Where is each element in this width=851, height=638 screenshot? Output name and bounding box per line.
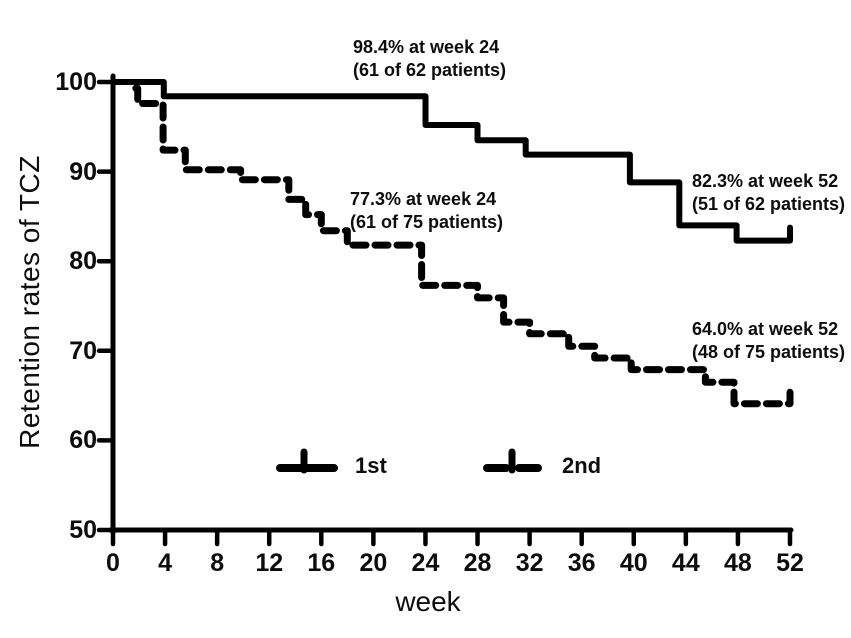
annotation-line: 77.3% at week 24 xyxy=(350,189,497,209)
x-tick-label: 52 xyxy=(776,549,804,577)
legend-label-2nd: 2nd xyxy=(562,453,602,478)
annotation-82-3-week52: 82.3% at week 52 (51 of 62 patients) xyxy=(692,170,845,216)
y-tick-label: 60 xyxy=(69,426,97,455)
annotation-line: 82.3% at week 52 xyxy=(692,171,839,191)
annotation-64-0-week52: 64.0% at week 52 (48 of 75 patients) xyxy=(692,318,845,364)
y-tick-label: 90 xyxy=(69,157,97,186)
x-tick-label: 28 xyxy=(463,549,492,577)
annotation-line: (61 of 75 patients) xyxy=(350,212,504,232)
x-tick-label: 20 xyxy=(359,549,388,577)
series-curve-2nd xyxy=(132,84,794,408)
annotation-line: 64.0% at week 52 xyxy=(692,319,839,339)
y-tick-label: 70 xyxy=(69,336,97,365)
x-tick-label: 32 xyxy=(515,549,544,577)
x-tick-label: 48 xyxy=(724,549,752,577)
annotation-line: 98.4% at week 24 xyxy=(353,37,500,57)
annotation-98-4-week24: 98.4% at week 24 (61 of 62 patients) xyxy=(353,36,506,82)
x-tick-label: 16 xyxy=(307,549,336,577)
x-tick-label: 24 xyxy=(411,549,440,577)
y-tick-label: 100 xyxy=(55,68,97,96)
y-tick-label: 50 xyxy=(69,516,97,544)
x-tick-label: 12 xyxy=(255,549,284,577)
x-tick-label: 44 xyxy=(671,549,700,577)
x-tick-label: 0 xyxy=(106,549,120,577)
x-tick-label: 36 xyxy=(567,549,596,577)
series-curve-1st xyxy=(110,79,793,244)
legend-label-1st: 1st xyxy=(355,453,387,478)
y-tick-label: 80 xyxy=(69,247,97,276)
x-tick-label: 40 xyxy=(619,549,648,577)
annotation-line: (61 of 62 patients) xyxy=(353,60,507,80)
x-tick-label: 4 xyxy=(158,549,173,577)
y-axis-title: Retention rates of TCZ xyxy=(14,155,45,449)
annotation-77-3-week24: 77.3% at week 24 (61 of 75 patients) xyxy=(350,188,503,234)
x-axis-title: week xyxy=(395,586,461,617)
annotation-line: (48 of 75 patients) xyxy=(692,342,846,362)
annotation-line: (51 of 62 patients) xyxy=(692,194,846,214)
x-tick-label: 8 xyxy=(210,549,225,577)
